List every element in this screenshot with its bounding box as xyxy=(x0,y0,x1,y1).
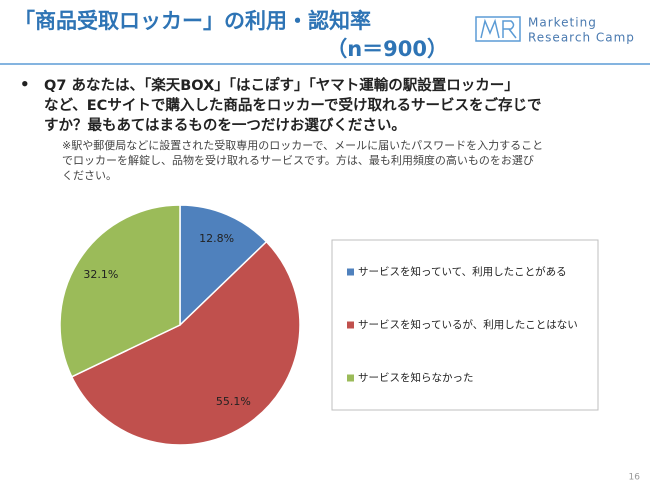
slide-title: 「商品受取ロッカー」の利用・認知率 xyxy=(14,9,371,33)
pie-slice xyxy=(70,240,301,446)
question-line: すか？最もあてはまるものを一つだけお選びください。 xyxy=(44,117,406,134)
legend-label: サービスを知っていて、利用したことがある xyxy=(358,265,567,278)
logo-text: Research Camp xyxy=(528,31,635,45)
logo-box xyxy=(475,16,521,42)
note-line: ください。 xyxy=(62,169,117,182)
note: ※駅や郵便局などに設置された受取専用のロッカーで、メールに届いたパスワードを入力… xyxy=(62,138,543,182)
note-line: でロッカーを解錠し、品物を受け取れるサービスです。方は、最も利用頻度の高いものを… xyxy=(62,153,534,167)
pie-slice xyxy=(59,204,181,378)
page-number: 16 xyxy=(629,473,641,483)
data-label: 32.1% xyxy=(83,268,118,281)
legend: サービスを知っていて、利用したことがあるサービスを知っているが、利用したことはな… xyxy=(347,265,578,384)
data-label: 55.1% xyxy=(216,395,251,408)
legend-swatch xyxy=(347,321,354,329)
legend-label: サービスを知っているが、利用したことはない xyxy=(358,318,578,331)
slide-subtitle: （n＝900） xyxy=(326,37,448,61)
pie-slice xyxy=(179,204,268,327)
note-line: ※駅や郵便局などに設置された受取専用のロッカーで、メールに届いたパスワードを入力… xyxy=(62,138,543,152)
legend-box xyxy=(331,239,599,411)
question-line: Q7 あなたは、「楽天BOX」「はこぽす」「ヤマト運輸の駅設置ロッカー」 xyxy=(44,76,519,94)
legend-label: サービスを知らなかった xyxy=(358,371,474,384)
pie-chart: 12.8% 55.1% 32.1% xyxy=(59,204,301,446)
logo-text: Marketing xyxy=(528,16,597,30)
data-label: 12.8% xyxy=(199,232,234,245)
logo: Marketing Research Camp xyxy=(475,16,635,45)
question: Q7 あなたは、「楽天BOX」「はこぽす」「ヤマト運輸の駅設置ロッカー」など、E… xyxy=(44,76,541,134)
legend-swatch xyxy=(347,374,354,382)
bullet: • xyxy=(20,76,30,94)
question-line: など、ECサイトで購入した商品をロッカーで受け取れるサービスをご存じで xyxy=(44,96,541,114)
legend-swatch xyxy=(347,268,354,276)
logo-mark xyxy=(480,18,517,39)
